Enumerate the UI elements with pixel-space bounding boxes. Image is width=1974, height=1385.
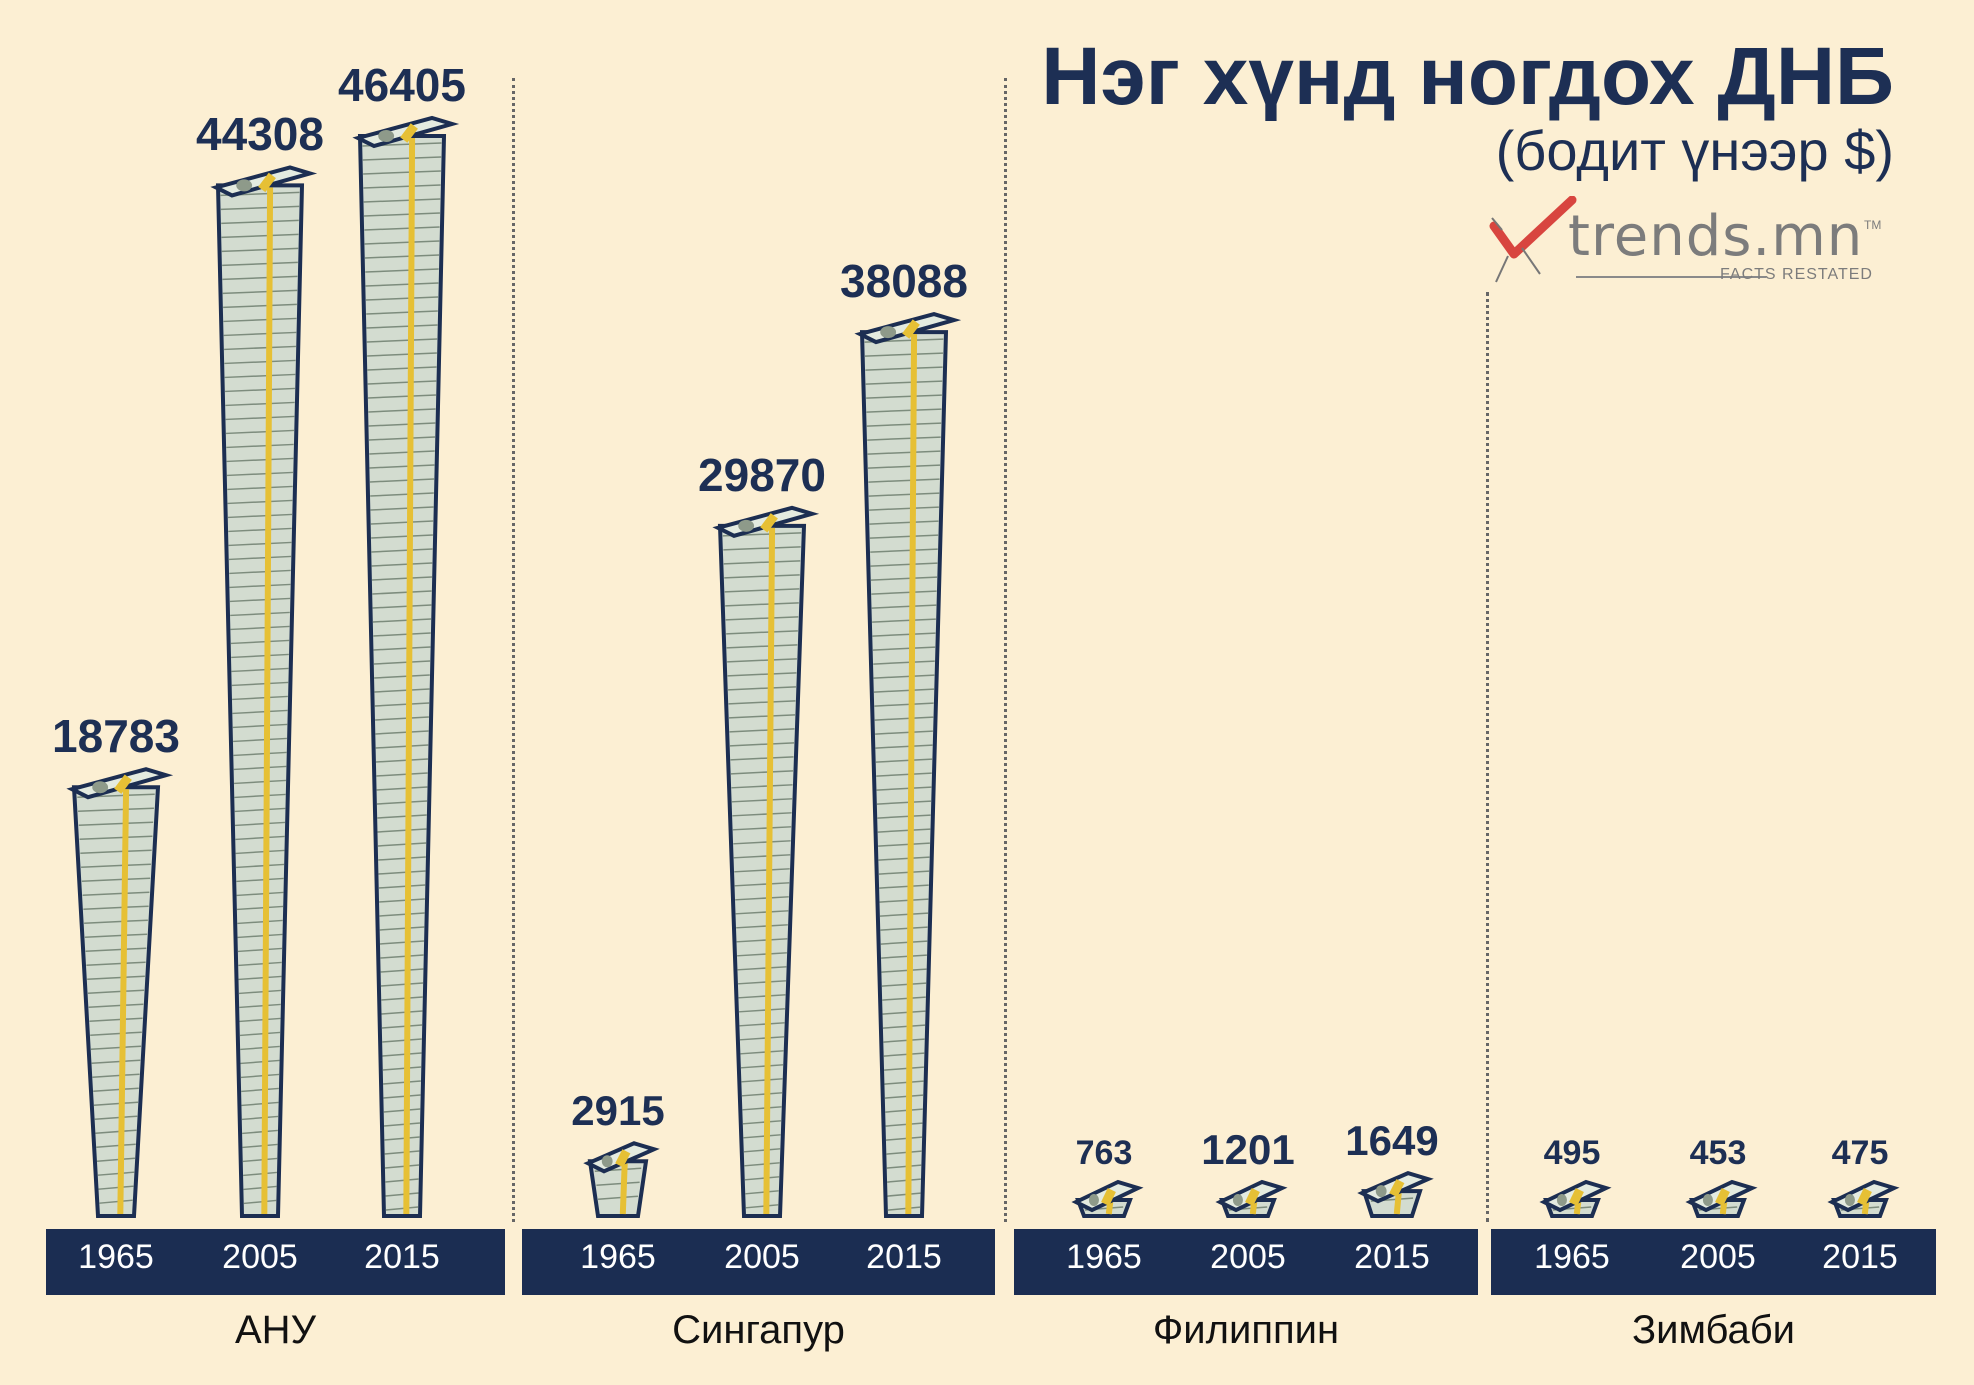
year-tick-label: 2005 <box>724 1238 800 1276</box>
money-stack <box>712 505 820 1218</box>
country-group <box>1539 1179 1900 1218</box>
year-axis-bar <box>46 1229 505 1295</box>
top-band <box>615 1149 631 1168</box>
data-value-label: 763 <box>1075 1134 1133 1172</box>
logo-text: trends.mn <box>1568 204 1864 269</box>
top-band <box>760 513 778 533</box>
data-value-label: 475 <box>1831 1134 1889 1172</box>
data-value-label: 29870 <box>698 448 826 501</box>
money-stack <box>210 165 318 1218</box>
year-tick-label: 2005 <box>1680 1238 1756 1276</box>
country-group <box>66 115 460 1218</box>
portrait-mark <box>1556 1194 1567 1206</box>
portrait-mark <box>92 781 109 794</box>
group-divider <box>1004 78 1007 1222</box>
country-label: АНУ <box>235 1308 316 1352</box>
money-stack <box>1539 1179 1612 1218</box>
year-tick-label: 1965 <box>1066 1238 1142 1276</box>
top-band <box>1715 1188 1730 1206</box>
data-value-label: 46405 <box>338 59 466 111</box>
year-tick-label: 2015 <box>1354 1238 1430 1276</box>
year-axis-bar <box>1014 1229 1478 1295</box>
money-stack <box>1827 1179 1900 1218</box>
data-value-label: 453 <box>1689 1134 1747 1172</box>
top-band <box>114 774 132 794</box>
year-tick-label: 2015 <box>1822 1238 1898 1276</box>
money-band <box>905 334 918 1215</box>
money-stack <box>1357 1170 1434 1218</box>
chart-subtitle: (бодит үнээр $) <box>1495 119 1894 182</box>
year-tick-label: 1965 <box>1534 1238 1610 1276</box>
money-stack <box>352 115 460 1218</box>
year-tick-label: 1965 <box>580 1238 656 1276</box>
portrait-mark <box>601 1155 613 1168</box>
portrait-mark <box>1844 1194 1855 1206</box>
logo-tagline: FACTS RESTATED <box>1720 266 1873 283</box>
logo-underline <box>1576 276 1766 278</box>
year-tick-label: 1965 <box>78 1238 154 1276</box>
top-band <box>1569 1188 1584 1206</box>
top-band <box>1245 1188 1260 1206</box>
year-tick-label: 2005 <box>222 1238 298 1276</box>
country-label: Зимбаби <box>1631 1308 1796 1352</box>
country-label: Сингапур <box>672 1308 845 1352</box>
money-stack <box>583 1141 660 1218</box>
brand-logo: trends.mn TM FACTS RESTATED <box>1488 196 1898 292</box>
money-stack <box>1071 1179 1144 1218</box>
money-band <box>619 1163 628 1215</box>
portrait-mark <box>880 326 897 339</box>
portrait-mark <box>1375 1185 1387 1198</box>
data-value-label: 2915 <box>571 1087 665 1135</box>
money-band <box>403 137 416 1215</box>
data-value-label: 18783 <box>52 710 180 763</box>
money-stack <box>66 767 174 1218</box>
top-band <box>1389 1179 1405 1198</box>
year-axis-bar <box>522 1229 995 1295</box>
data-value-label: 38088 <box>840 255 968 308</box>
logo-trademark: TM <box>1864 218 1882 232</box>
portrait-mark <box>236 179 253 192</box>
money-band <box>117 789 130 1215</box>
portrait-mark <box>738 519 755 532</box>
data-value-label: 1201 <box>1201 1126 1295 1173</box>
top-band <box>400 123 418 143</box>
top-band <box>258 172 276 193</box>
year-axis-bar <box>1491 1229 1936 1295</box>
data-value-label: 1649 <box>1345 1117 1439 1165</box>
country-label: Филиппин <box>1152 1308 1340 1352</box>
money-band <box>1393 1192 1402 1215</box>
year-tick-label: 2015 <box>364 1238 440 1276</box>
data-value-label: 44308 <box>196 108 324 161</box>
money-stack <box>1685 1179 1758 1218</box>
portrait-mark <box>1232 1194 1243 1206</box>
top-band <box>1101 1188 1116 1206</box>
money-band <box>261 187 274 1215</box>
portrait-mark <box>1088 1194 1099 1206</box>
check-mark-icon <box>1489 196 1577 283</box>
portrait-mark <box>378 130 395 142</box>
money-stack <box>1215 1179 1288 1218</box>
year-tick-label: 2015 <box>866 1238 942 1276</box>
group-divider <box>512 78 515 1222</box>
portrait-mark <box>1702 1194 1713 1206</box>
year-tick-label: 2005 <box>1210 1238 1286 1276</box>
country-group <box>583 311 962 1218</box>
country-group <box>1071 1170 1434 1218</box>
money-band <box>763 527 776 1215</box>
data-value-label: 495 <box>1543 1134 1601 1172</box>
group-divider <box>1486 292 1489 1222</box>
chart-title: Нэг хүнд ногдох ДНБ <box>1041 31 1894 122</box>
top-band <box>1857 1188 1872 1206</box>
money-stack <box>854 311 962 1218</box>
top-band <box>902 319 920 339</box>
